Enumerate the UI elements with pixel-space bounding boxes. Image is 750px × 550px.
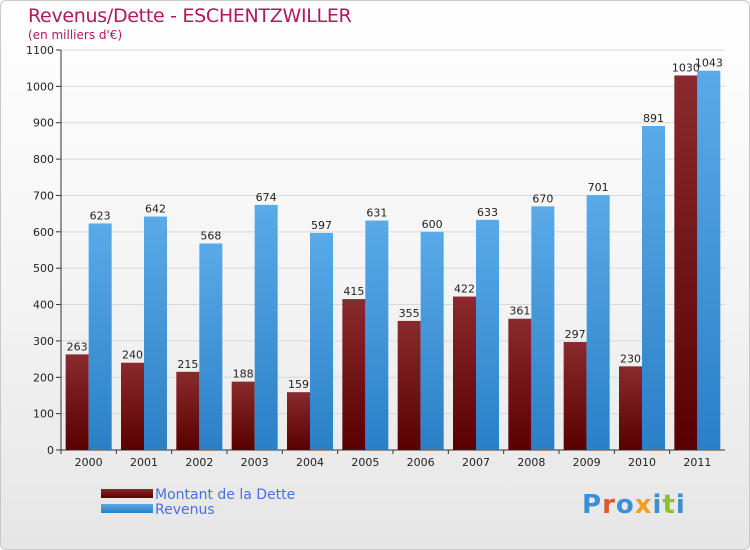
value-label-dette: 240 [122,349,143,362]
bar-dette [563,342,587,450]
value-label-revenus: 674 [256,191,277,204]
logo-letter: x [634,490,653,520]
x-tick-label: 2003 [241,456,269,469]
chart-subtitle: (en milliers d'€) [28,28,123,42]
legend-swatch [101,489,153,498]
y-tick-label: 200 [33,371,54,384]
bar-revenus [254,204,278,450]
proxiti-logo: Proxiti [582,490,686,520]
logo-letter: o [615,490,635,520]
value-label-dette: 422 [454,283,475,296]
x-tick-label: 2006 [407,456,435,469]
chart-title: Revenus/Dette - ESCHENTZWILLER [28,5,352,27]
bar-revenus [199,243,223,450]
value-label-revenus: 642 [145,203,166,216]
bar-dette [231,381,255,450]
value-label-revenus: 597 [311,219,332,232]
bar-dette [674,75,698,451]
x-tick-label: 2009 [573,456,601,469]
value-label-revenus: 568 [200,229,221,242]
y-tick-label: 600 [33,226,54,239]
x-tick-label: 2004 [296,456,324,469]
value-label-revenus: 600 [422,218,443,231]
bar-dette [287,392,310,450]
value-label-dette: 355 [399,307,420,320]
y-tick-label: 1100 [26,44,54,57]
bar-dette [619,366,642,450]
value-label-revenus: 623 [90,209,111,222]
legend-label: Montant de la Dette [155,487,295,503]
bar-revenus [310,232,333,450]
logo-letter: i [675,490,686,520]
bar-dette [397,320,421,450]
bar-revenus [697,70,721,451]
x-tick-label: 2002 [185,456,213,469]
y-tick-label: 1000 [26,80,54,93]
bar-dette [121,362,144,450]
value-label-revenus: 891 [643,112,664,125]
y-tick-label: 800 [33,153,54,166]
value-label-dette: 159 [288,378,309,391]
value-label-revenus: 670 [532,192,553,205]
x-tick-label: 2011 [683,456,711,469]
value-label-dette: 230 [620,352,641,365]
y-tick-label: 0 [47,444,54,457]
bar-dette [65,354,89,450]
value-label-dette: 1030 [672,61,700,74]
logo-letter: i [652,490,663,520]
logo-letter: P [582,490,603,520]
bar-dette [176,371,200,450]
value-label-revenus: 1043 [695,57,723,70]
y-tick-label: 700 [33,189,54,202]
value-label-dette: 297 [565,328,586,341]
x-tick-label: 2007 [462,456,490,469]
value-label-dette: 263 [67,340,88,353]
x-tick-label: 2001 [130,456,158,469]
bar-revenus [365,220,389,450]
bar-revenus [476,219,499,450]
bar-revenus [531,206,555,450]
bar-dette [453,296,476,450]
value-label-revenus: 633 [477,206,498,219]
bar-revenus [642,126,665,450]
value-label-dette: 361 [509,305,530,318]
y-tick-label: 100 [33,408,54,421]
value-label-revenus: 631 [366,207,387,220]
bar-dette [508,318,532,450]
x-tick-label: 2010 [628,456,656,469]
bar-revenus [586,195,610,450]
bar-dette [342,299,366,450]
logo-letter: r [602,490,616,520]
x-tick-label: 2008 [517,456,545,469]
logo-letter: t [662,490,676,520]
value-label-dette: 188 [233,368,254,381]
x-tick-label: 2005 [351,456,379,469]
value-label-dette: 215 [177,358,198,371]
y-tick-label: 300 [33,335,54,348]
value-label-dette: 415 [343,285,364,298]
legend-swatch [101,504,153,513]
x-tick-label: 2000 [75,456,103,469]
y-tick-label: 900 [33,117,54,130]
legend-label: Revenus [155,502,215,518]
bar-revenus [88,223,112,450]
bar-revenus [144,216,167,450]
value-label-revenus: 701 [588,181,609,194]
bar-revenus [420,231,444,450]
y-tick-label: 500 [33,262,54,275]
y-tick-label: 400 [33,299,54,312]
